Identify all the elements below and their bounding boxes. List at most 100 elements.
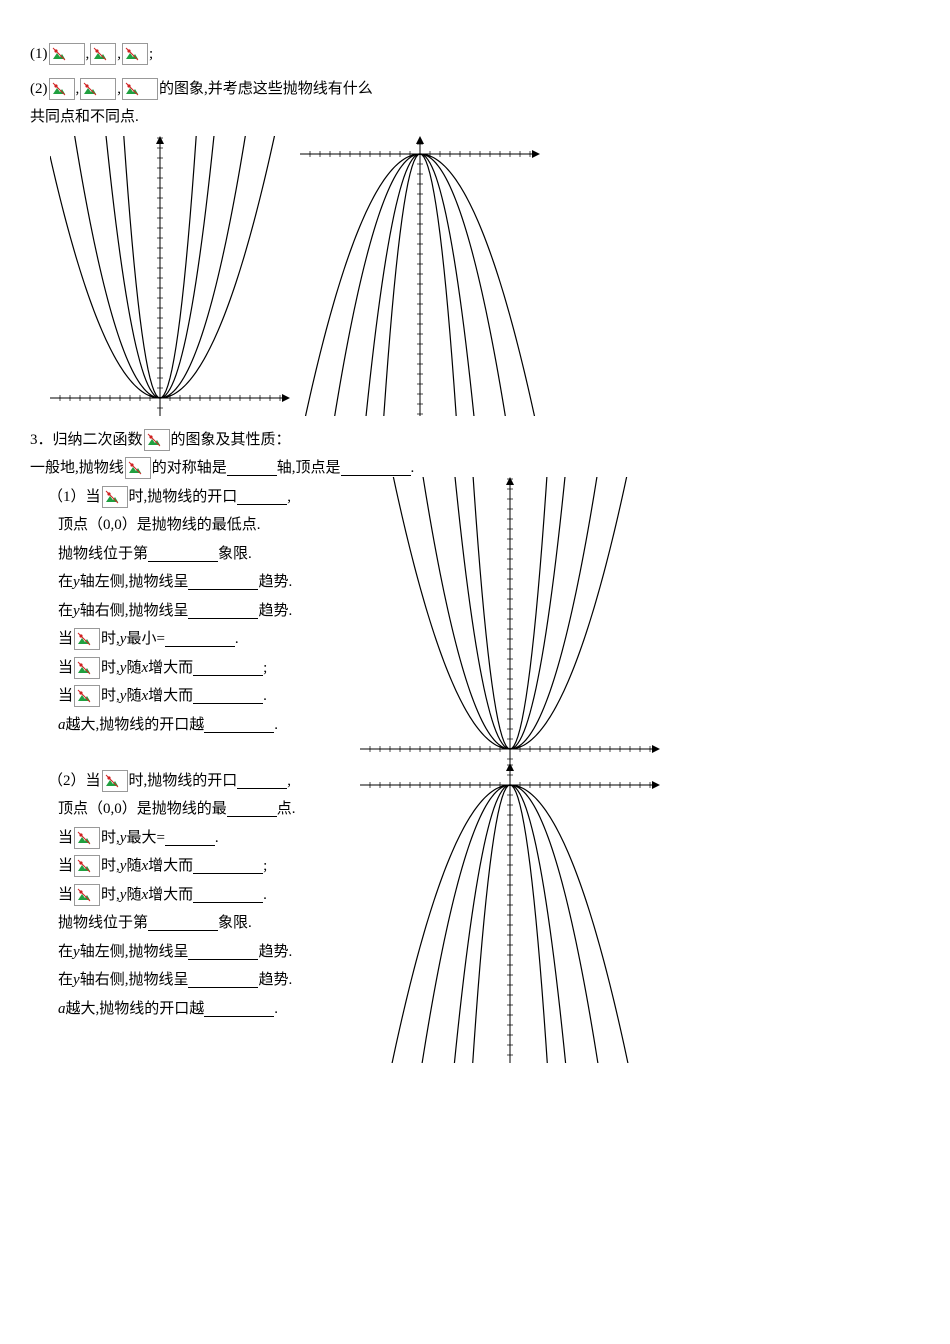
- var-y: y: [73, 938, 80, 967]
- q2-prefix: (2): [30, 75, 48, 104]
- text: 趋势.: [258, 568, 292, 597]
- broken-image-icon: [122, 43, 148, 65]
- text: 一般地,抛物线: [30, 454, 124, 483]
- fill-blank[interactable]: [237, 773, 287, 789]
- broken-image-icon: [122, 78, 158, 100]
- fill-blank[interactable]: [227, 801, 277, 817]
- parabola-up-chart: [50, 136, 290, 416]
- text: 时,: [101, 881, 120, 910]
- text: 当: [58, 852, 73, 881]
- broken-image-icon: [74, 685, 100, 707]
- broken-image-icon: [125, 457, 151, 479]
- text: 象限.: [218, 909, 252, 938]
- var-x: x: [141, 654, 148, 683]
- fill-blank[interactable]: [193, 688, 263, 704]
- var-a: a: [58, 995, 66, 1024]
- text: 抛物线位于第: [58, 909, 148, 938]
- text: 越大,抛物线的开口越: [66, 711, 205, 740]
- text: （1）当: [48, 483, 101, 512]
- text: 趋势.: [258, 966, 292, 995]
- part-1-text: （1）当 时,抛物线的开口 , 顶点（0,0）是抛物线的最低点. 抛物线位于第 …: [30, 483, 400, 740]
- fill-blank[interactable]: [237, 489, 287, 505]
- sep: ,: [86, 40, 90, 69]
- text: 时,: [101, 654, 120, 683]
- text: 顶点（0,0）是抛物线的最: [58, 795, 227, 824]
- text: .: [274, 711, 278, 740]
- fill-blank[interactable]: [188, 972, 258, 988]
- text: 轴右侧,抛物线呈: [80, 966, 189, 995]
- text: 当: [58, 881, 73, 910]
- text: 在: [58, 966, 73, 995]
- text: ;: [263, 654, 267, 683]
- fill-blank[interactable]: [188, 944, 258, 960]
- var-y: y: [120, 654, 127, 683]
- text: .: [215, 824, 219, 853]
- var-y: y: [120, 881, 127, 910]
- fill-blank[interactable]: [165, 631, 235, 647]
- broken-image-icon: [144, 429, 170, 451]
- part-1-row: （1）当 时,抛物线的开口 , 顶点（0,0）是抛物线的最低点. 抛物线位于第 …: [30, 483, 920, 767]
- fill-blank[interactable]: [193, 660, 263, 676]
- text: 轴右侧,抛物线呈: [80, 597, 189, 626]
- var-x: x: [141, 852, 148, 881]
- text: 时,抛物线的开口: [129, 483, 238, 512]
- text: 象限.: [218, 540, 252, 569]
- sep: ,: [117, 40, 121, 69]
- sep: ,: [117, 75, 121, 104]
- text: 轴左侧,抛物线呈: [80, 938, 189, 967]
- text: 增大而: [148, 881, 193, 910]
- question-2-line: (2) , , 的图象,并考虑这些抛物线有什么: [30, 75, 920, 104]
- var-a: a: [58, 711, 66, 740]
- fill-blank[interactable]: [188, 603, 258, 619]
- fill-blank[interactable]: [227, 460, 277, 476]
- broken-image-icon: [74, 827, 100, 849]
- text: 时,抛物线的开口: [129, 767, 238, 796]
- parabola-down-chart: [300, 136, 540, 416]
- text: .: [235, 625, 239, 654]
- text: ;: [263, 852, 267, 881]
- q2-tail: 的图象,并考虑这些抛物线有什么: [159, 75, 373, 104]
- parabola-down-chart-2: [360, 763, 660, 1063]
- var-y: y: [73, 568, 80, 597]
- fill-blank[interactable]: [165, 830, 215, 846]
- fill-blank[interactable]: [204, 717, 274, 733]
- parabola-up-chart-2: [360, 477, 660, 767]
- text: 在: [58, 597, 73, 626]
- text: 越大,抛物线的开口越: [66, 995, 205, 1024]
- var-x: x: [141, 682, 148, 711]
- text: 时,: [101, 824, 120, 853]
- text: 当: [58, 824, 73, 853]
- broken-image-icon: [102, 486, 128, 508]
- text: .: [263, 881, 267, 910]
- text: .: [274, 995, 278, 1024]
- s3-title-a: 3．归纳二次函数: [30, 426, 143, 455]
- top-charts-row: [50, 136, 920, 416]
- s3-title-line: 3．归纳二次函数 的图象及其性质：: [30, 426, 920, 455]
- text: 的对称轴是: [152, 454, 227, 483]
- text: 在: [58, 568, 73, 597]
- var-y: y: [120, 824, 127, 853]
- text: 点.: [277, 795, 296, 824]
- var-y: y: [120, 682, 127, 711]
- fill-blank[interactable]: [341, 460, 411, 476]
- var-y: y: [120, 852, 127, 881]
- sep: ,: [76, 75, 80, 104]
- text: 顶点（0,0）是抛物线的最低点.: [30, 511, 400, 540]
- text: 增大而: [148, 654, 193, 683]
- fill-blank[interactable]: [148, 546, 218, 562]
- fill-blank[interactable]: [188, 574, 258, 590]
- end: ;: [149, 40, 153, 69]
- fill-blank[interactable]: [204, 1001, 274, 1017]
- fill-blank[interactable]: [193, 858, 263, 874]
- text: 时,: [101, 682, 120, 711]
- text: 随: [126, 852, 141, 881]
- part-2-row: （2）当 时,抛物线的开口 , 顶点（0,0）是抛物线的最 点. 当 时, y …: [30, 767, 920, 1063]
- question-2-line-b: 共同点和不同点.: [30, 103, 920, 132]
- text: 当: [58, 682, 73, 711]
- fill-blank[interactable]: [148, 915, 218, 931]
- text: 趋势.: [258, 938, 292, 967]
- text: 随: [126, 881, 141, 910]
- var-x: x: [141, 881, 148, 910]
- broken-image-icon: [49, 78, 75, 100]
- fill-blank[interactable]: [193, 887, 263, 903]
